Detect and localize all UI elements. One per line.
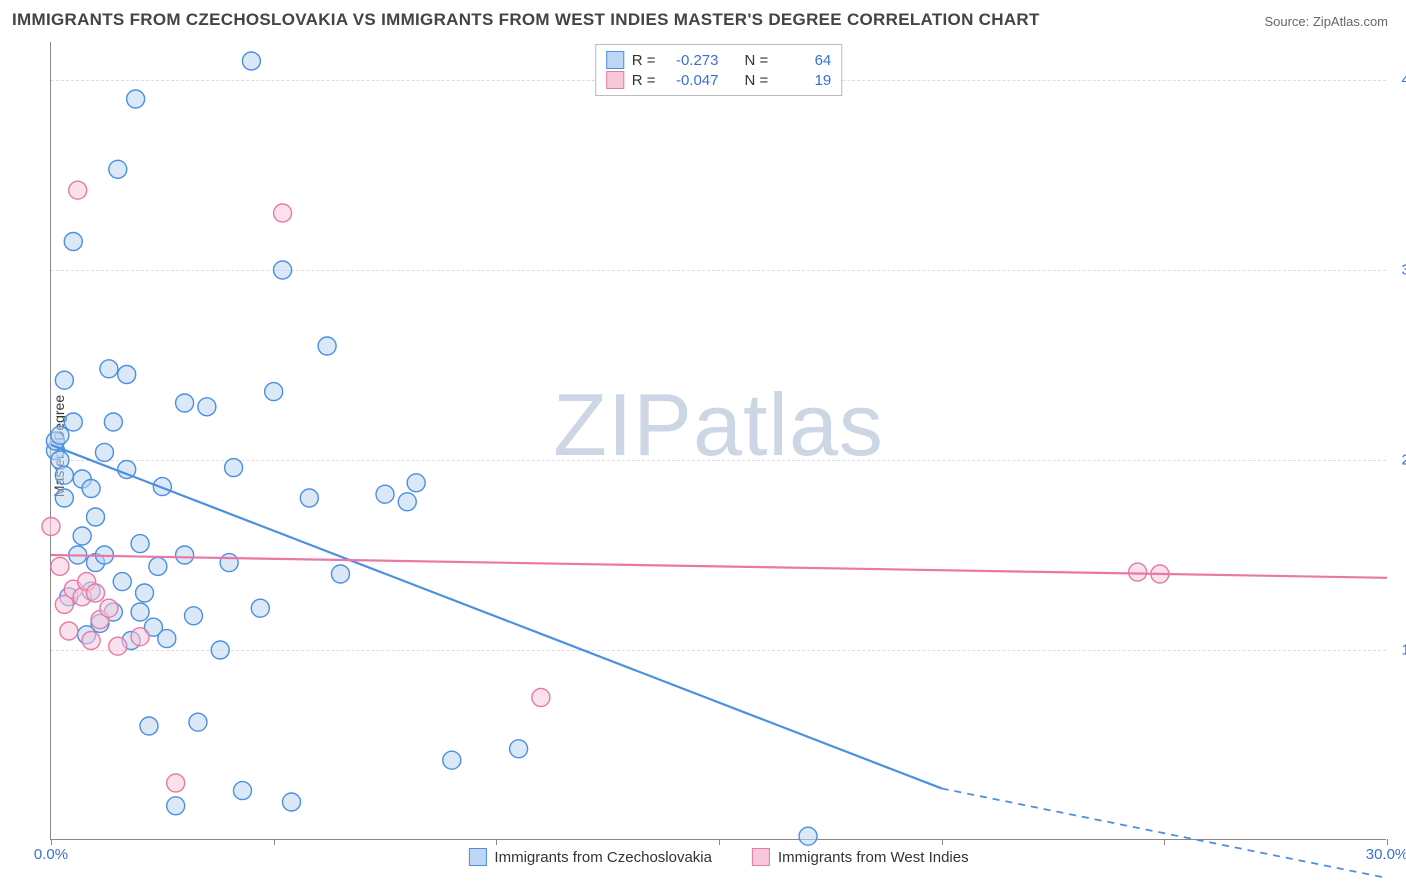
data-point [73, 527, 91, 545]
data-point [242, 52, 260, 70]
stat-r-westindies: -0.047 [664, 72, 719, 89]
data-point [104, 413, 122, 431]
data-point [265, 383, 283, 401]
data-point [1129, 563, 1147, 581]
chart-title: IMMIGRANTS FROM CZECHOSLOVAKIA VS IMMIGR… [12, 10, 1040, 30]
data-point [198, 398, 216, 416]
data-point [60, 622, 78, 640]
stat-r-label-2: R = [632, 72, 656, 89]
data-point [185, 607, 203, 625]
data-point [274, 204, 292, 222]
data-point [87, 584, 105, 602]
ytick-label: 40.0% [1401, 72, 1406, 89]
data-point [532, 689, 550, 707]
legend-label-czech: Immigrants from Czechoslovakia [494, 849, 712, 866]
scatter-svg [51, 42, 1386, 839]
data-point [100, 360, 118, 378]
legend-item-westindies: Immigrants from West Indies [752, 848, 969, 866]
legend-stats-row-czech: R = -0.273 N = 64 [606, 51, 832, 69]
data-point [225, 459, 243, 477]
data-point [113, 573, 131, 591]
data-point [82, 480, 100, 498]
data-point [55, 489, 73, 507]
legend-label-westindies: Immigrants from West Indies [778, 849, 969, 866]
ytick-label: 10.0% [1401, 642, 1406, 659]
data-point [510, 740, 528, 758]
trend-line-dashed [942, 788, 1387, 878]
data-point [64, 233, 82, 251]
data-point [211, 641, 229, 659]
data-point [109, 637, 127, 655]
legend-stats-box: R = -0.273 N = 64 R = -0.047 N = 19 [595, 44, 843, 96]
swatch-westindies-bottom-icon [752, 848, 770, 866]
stat-n-westindies: 19 [776, 72, 831, 89]
legend-stats-row-westindies: R = -0.047 N = 19 [606, 71, 832, 89]
stat-n-label-2: N = [745, 72, 769, 89]
data-point [331, 565, 349, 583]
data-point [251, 599, 269, 617]
data-point [282, 793, 300, 811]
data-point [220, 554, 238, 572]
data-point [51, 426, 69, 444]
data-point [176, 546, 194, 564]
data-point [131, 603, 149, 621]
data-point [131, 535, 149, 553]
data-point [318, 337, 336, 355]
data-point [55, 466, 73, 484]
data-point [136, 584, 154, 602]
data-point [127, 90, 145, 108]
data-point [443, 751, 461, 769]
data-point [69, 181, 87, 199]
data-point [51, 557, 69, 575]
data-point [376, 485, 394, 503]
data-point [100, 599, 118, 617]
data-point [55, 371, 73, 389]
data-point [398, 493, 416, 511]
data-point [176, 394, 194, 412]
source-label: Source: ZipAtlas.com [1264, 14, 1388, 29]
data-point [233, 782, 251, 800]
chart-plot-area: ZIPatlas 10.0%20.0%30.0%40.0%0.0%30.0% R… [50, 42, 1386, 840]
ytick-label: 30.0% [1401, 262, 1406, 279]
ytick-label: 20.0% [1401, 452, 1406, 469]
data-point [87, 508, 105, 526]
data-point [64, 413, 82, 431]
data-point [189, 713, 207, 731]
data-point [149, 557, 167, 575]
xtick-label: 30.0% [1366, 846, 1406, 863]
data-point [167, 797, 185, 815]
data-point [131, 628, 149, 646]
data-point [42, 518, 60, 536]
data-point [118, 366, 136, 384]
legend-item-czech: Immigrants from Czechoslovakia [468, 848, 712, 866]
swatch-czech-bottom-icon [468, 848, 486, 866]
data-point [95, 443, 113, 461]
data-point [167, 774, 185, 792]
data-point [158, 630, 176, 648]
data-point [140, 717, 158, 735]
legend-bottom: Immigrants from Czechoslovakia Immigrant… [468, 848, 968, 866]
data-point [82, 632, 100, 650]
data-point [799, 827, 817, 845]
data-point [274, 261, 292, 279]
stat-n-label: N = [745, 52, 769, 69]
data-point [109, 160, 127, 178]
xtick-label: 0.0% [34, 846, 68, 863]
trend-line [51, 555, 1387, 578]
stat-n-czech: 64 [776, 52, 831, 69]
swatch-westindies-icon [606, 71, 624, 89]
stat-r-label: R = [632, 52, 656, 69]
stat-r-czech: -0.273 [664, 52, 719, 69]
swatch-czech-icon [606, 51, 624, 69]
data-point [407, 474, 425, 492]
data-point [300, 489, 318, 507]
